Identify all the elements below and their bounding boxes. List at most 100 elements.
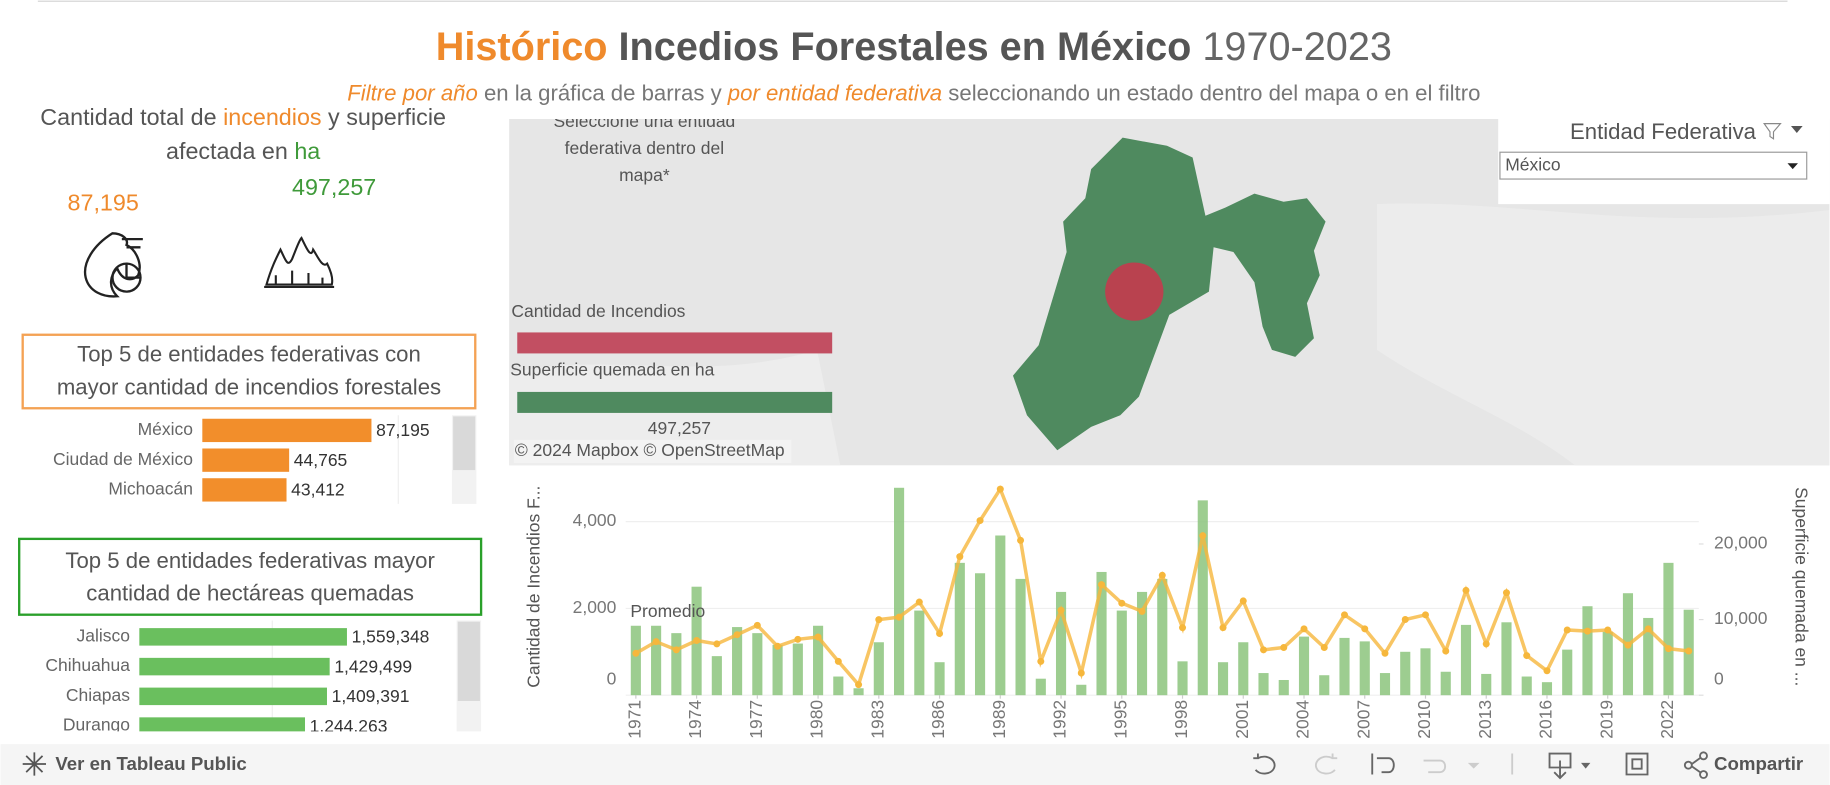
x-tick-label: 2013	[1475, 700, 1495, 739]
bar	[139, 687, 327, 706]
x-tick-label: 2022	[1657, 700, 1677, 739]
line-point	[632, 649, 640, 657]
dropdown-arrow[interactable]	[1787, 163, 1798, 170]
line-point	[774, 642, 782, 650]
map-attribution[interactable]: © 2024 Mapbox © OpenStreetMap	[515, 440, 785, 460]
line-point	[915, 598, 923, 606]
map-bar-value: 497,257	[648, 418, 711, 438]
toolbar	[0, 744, 1830, 785]
x-tick-label: 2010	[1414, 700, 1434, 739]
filter-title: Entidad Federativa	[1570, 119, 1757, 144]
bar	[671, 633, 682, 696]
category-label: México	[138, 419, 193, 439]
forest-fire-icon	[264, 236, 335, 288]
tableau-icon	[22, 752, 47, 776]
top5-fires-title: mayor cantidad de incendios forestales	[57, 374, 441, 399]
kpi-heading-part: incendios	[223, 104, 322, 130]
map-bars: 497,257	[517, 332, 833, 438]
line-point	[1179, 624, 1187, 632]
toolbar-icons[interactable]	[1253, 751, 1708, 780]
title-part: Histórico	[436, 26, 608, 70]
value-label: 1,409,391	[332, 686, 410, 706]
attribution-bg	[513, 439, 792, 464]
category-label: Chiapas	[66, 685, 130, 705]
share[interactable]: Compartir	[1714, 753, 1803, 774]
x-tick-label: 1995	[1110, 700, 1130, 739]
state-marker[interactable]	[1105, 262, 1164, 321]
line-point	[1098, 581, 1106, 589]
line-point	[1260, 646, 1268, 654]
bar	[974, 573, 986, 696]
line-point	[652, 638, 660, 646]
y2-tick-label: 20,000	[1714, 533, 1768, 553]
x-tick-label: 1980	[807, 700, 827, 739]
bar	[1177, 661, 1188, 696]
bar	[1501, 622, 1512, 696]
bar	[1379, 673, 1391, 696]
bar	[1440, 671, 1451, 696]
line-point	[1523, 652, 1531, 660]
state-shape[interactable]	[1012, 137, 1326, 451]
line-point	[1401, 616, 1409, 624]
line-point	[1158, 571, 1166, 579]
x-tick-label: 1986	[928, 700, 948, 739]
subtitle-part: por entidad federativa	[727, 80, 942, 105]
map-bar-label: Superficie quemada en ha	[510, 360, 714, 380]
scroll-thumb[interactable]	[453, 416, 476, 471]
top5-area-chart: Jalisco 1,559,348 Chihuahua 1,429,499 Chiapa…	[45, 625, 430, 736]
fire-icon	[83, 232, 143, 298]
kpi-heading-part: afectada en	[166, 138, 288, 164]
line-point	[814, 633, 822, 641]
kpi-heading-part: ha	[294, 138, 320, 164]
dashboard-subtitle: Filtre por año en la gráfica de barras y…	[347, 80, 1480, 105]
filter-dropdown[interactable]	[1499, 151, 1808, 180]
x-tick-label: 2004	[1293, 700, 1313, 739]
map-note: mapa*	[619, 165, 670, 185]
line-point	[1421, 611, 1429, 619]
bar	[1116, 610, 1127, 696]
line-point	[794, 635, 802, 643]
line-point	[1442, 647, 1450, 655]
bar	[139, 657, 330, 676]
line-point	[672, 646, 680, 654]
category-label: Chihuahua	[45, 655, 130, 675]
line-point	[1199, 532, 1207, 540]
filter-clear-icon[interactable]	[1763, 123, 1782, 140]
line-point	[1361, 625, 1369, 633]
bar	[1582, 606, 1593, 696]
line-point	[1320, 643, 1328, 651]
filter-selected[interactable]: México	[1505, 154, 1560, 174]
y-tick-label: 4,000	[573, 510, 617, 530]
line-point	[753, 621, 761, 629]
line-point	[1300, 625, 1308, 633]
bar	[139, 717, 306, 732]
filter-menu[interactable]	[1790, 125, 1803, 133]
value-label: 44,765	[294, 450, 347, 470]
map[interactable]: Seleccione una entidad federativa dentro…	[509, 111, 1830, 466]
x-tick-label: 2019	[1596, 700, 1616, 739]
line-point	[875, 616, 883, 624]
bar	[813, 625, 824, 696]
scroll-thumb[interactable]	[457, 621, 480, 702]
top5-fires-chart: México 87,195 Ciudad de México 44,765 Michoa…	[53, 418, 430, 502]
bar	[752, 633, 763, 696]
view-on-public[interactable]: Ver en Tableau Public	[55, 753, 246, 774]
line-point	[996, 485, 1004, 493]
value-label: 87,195	[376, 420, 429, 440]
line-point	[713, 640, 721, 648]
map-note: federativa dentro del	[565, 138, 724, 158]
bar	[914, 610, 925, 696]
yearly-chart[interactable]: 0 2,000 4,000 0 10,000 20,000 1971 1974 1977 1980…	[523, 485, 1812, 739]
y2-tick-label: 10,000	[1714, 608, 1768, 628]
bar	[1420, 648, 1431, 696]
value-label: 1,559,348	[352, 627, 430, 647]
subtitle-part: seleccionando un estado dentro del mapa …	[948, 80, 1480, 105]
value-label: 1,244,263	[310, 716, 388, 736]
line-point	[1543, 667, 1551, 675]
bar	[1278, 679, 1289, 696]
x-tick-label: 1989	[989, 700, 1009, 739]
title-part: 1970-2023	[1202, 26, 1392, 70]
line-point	[693, 637, 701, 645]
kpi-area-value: 497,257	[292, 174, 376, 200]
